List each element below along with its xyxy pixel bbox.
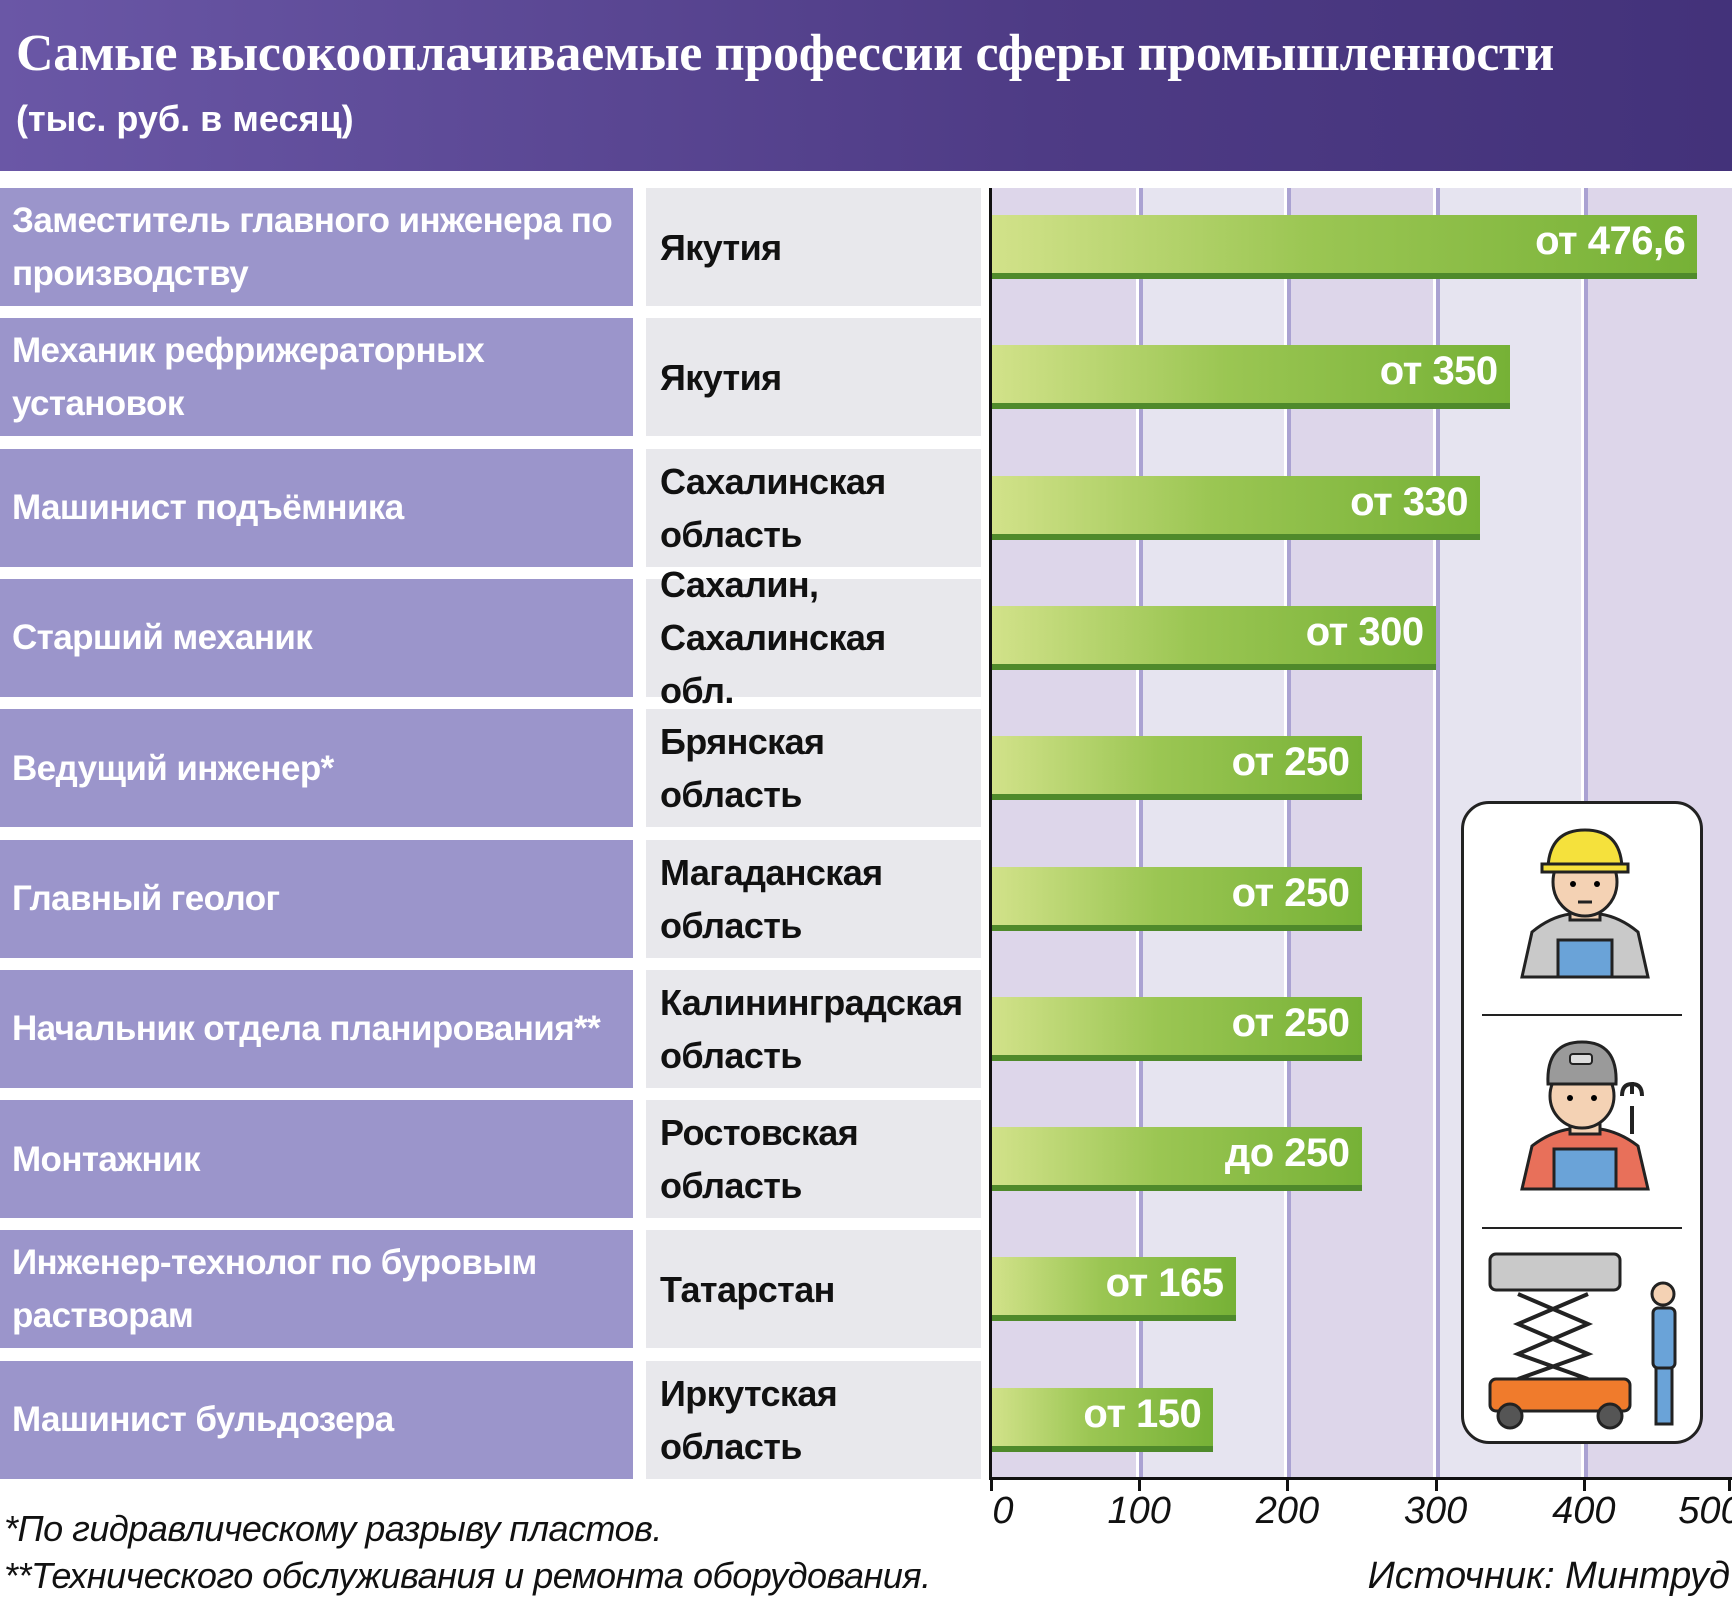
region-label: Татарстан — [660, 1268, 835, 1310]
x-tick-label: 300 — [1403, 1490, 1468, 1532]
profession-label: Инженер-технолог по буровым растворам — [12, 1243, 537, 1336]
profession-cell: Начальник отдела планирования** — [0, 969, 633, 1088]
x-tick — [1728, 1477, 1731, 1491]
profession-cell: Монтажник — [0, 1100, 633, 1219]
bar: от 250 — [991, 996, 1362, 1061]
bar: от 476,6 — [991, 215, 1698, 279]
region-label: Сахалин, Сахалинская обл. — [660, 564, 886, 712]
x-tick — [1286, 1477, 1290, 1491]
region-cell: Калининградская область — [646, 969, 981, 1088]
region-label: Иркутская область — [660, 1372, 838, 1467]
x-tick-label: 200 — [1255, 1490, 1320, 1532]
chart-title: Самые высокооплачиваемые профессии сферы… — [16, 25, 1554, 82]
bar-value-label: от 165 — [1105, 1261, 1224, 1306]
footnote-1: *По гидравлическому разрыву пластов. — [4, 1508, 662, 1549]
chart-subtitle: (тыс. руб. в месяц) — [16, 98, 354, 139]
region-cell: Татарстан — [646, 1230, 981, 1349]
profession-label: Старший механик — [12, 618, 313, 658]
profession-cell: Машинист подъёмника — [0, 448, 633, 567]
bar-value-label: до 250 — [1224, 1131, 1350, 1176]
profession-cell: Старший механик — [0, 578, 633, 697]
profession-label: Заместитель главного инженера по произво… — [12, 201, 613, 293]
region-label: Брянская область — [660, 721, 825, 816]
profession-cell: Заместитель главного инженера по произво… — [0, 188, 633, 306]
profession-label: Главный геолог — [12, 879, 280, 918]
region-cell: Якутия — [646, 188, 981, 306]
x-tick-label: 500 — [1678, 1490, 1732, 1532]
region-label: Калининградская область — [660, 981, 963, 1076]
region-label: Сахалинская область — [660, 460, 886, 555]
region-cell: Магаданская область — [646, 839, 981, 958]
bar-value-label: от 350 — [1379, 349, 1498, 394]
x-tick-label: 400 — [1552, 1490, 1616, 1532]
illustration-panel — [1461, 801, 1703, 1444]
gridline — [1432, 188, 1440, 1478]
region-cell: Брянская область — [646, 709, 981, 828]
scissor-lift-operator-icon — [1488, 1252, 1677, 1430]
x-axis-line — [989, 1477, 1732, 1480]
bar-value-label: от 476,6 — [1535, 219, 1686, 263]
region-label: Ростовская область — [660, 1112, 859, 1207]
bar: от 300 — [991, 605, 1436, 670]
profession-cell: Машинист бульдозера — [0, 1360, 633, 1479]
bar-value-label: от 330 — [1350, 479, 1469, 524]
region-cell: Иркутская область — [646, 1360, 981, 1479]
region-cell: Сахалин, Сахалинская обл. — [646, 564, 981, 711]
header-banner: Самые высокооплачиваемые профессии сферы… — [0, 0, 1732, 171]
profession-label: Машинист бульдозера — [12, 1400, 394, 1440]
profession-cell: Механик рефрижераторных установок — [0, 318, 633, 437]
profession-label: Механик рефрижераторных установок — [12, 331, 485, 424]
profession-cell: Главный геолог — [0, 839, 633, 958]
footnote-2: **Технического обслуживания и ремонта об… — [4, 1555, 931, 1596]
region-label: Якутия — [660, 226, 782, 268]
profession-cell: Ведущий инженер* — [0, 709, 633, 828]
separator — [1482, 1227, 1682, 1229]
region-cell: Ростовская область — [646, 1100, 981, 1219]
bar: от 150 — [991, 1387, 1214, 1452]
x-tick-label: 100 — [1107, 1490, 1171, 1532]
profession-label: Начальник отдела планирования** — [12, 1009, 601, 1049]
bar-value-label: от 250 — [1231, 1000, 1350, 1045]
profession-cell: Инженер-технолог по буровым растворам — [0, 1230, 633, 1349]
engineer-hardhat-icon — [1520, 828, 1650, 979]
mechanic-wrench-icon — [1520, 1040, 1650, 1191]
bar-value-label: от 150 — [1083, 1391, 1202, 1436]
gridline — [1136, 188, 1144, 1478]
bar: от 250 — [991, 736, 1362, 801]
profession-label: Машинист подъёмника — [12, 488, 404, 528]
bar: от 250 — [991, 866, 1362, 931]
bar: до 250 — [991, 1127, 1362, 1192]
bar: от 165 — [991, 1257, 1236, 1322]
profession-label: Монтажник — [12, 1139, 200, 1179]
x-tick — [990, 1477, 993, 1491]
profession-label: Ведущий инженер* — [12, 748, 334, 788]
bar-value-label: от 250 — [1231, 870, 1350, 915]
x-tick — [1138, 1477, 1142, 1491]
region-label: Магаданская область — [660, 851, 883, 946]
region-label: Якутия — [660, 356, 782, 398]
bar: от 350 — [991, 345, 1510, 410]
source-note: Источник: Минтруд — [1367, 1555, 1730, 1597]
x-tick — [1434, 1477, 1438, 1491]
separator — [1482, 1014, 1682, 1016]
y-axis-line — [989, 188, 992, 1480]
bar: от 330 — [991, 475, 1481, 540]
x-tick-label: 0 — [992, 1490, 1014, 1532]
region-cell: Сахалинская область — [646, 448, 981, 567]
region-cell: Якутия — [646, 318, 981, 437]
bar-value-label: от 250 — [1231, 740, 1350, 785]
bar-value-label: от 300 — [1305, 609, 1424, 654]
gridline — [1284, 188, 1292, 1478]
x-tick — [1582, 1477, 1586, 1491]
